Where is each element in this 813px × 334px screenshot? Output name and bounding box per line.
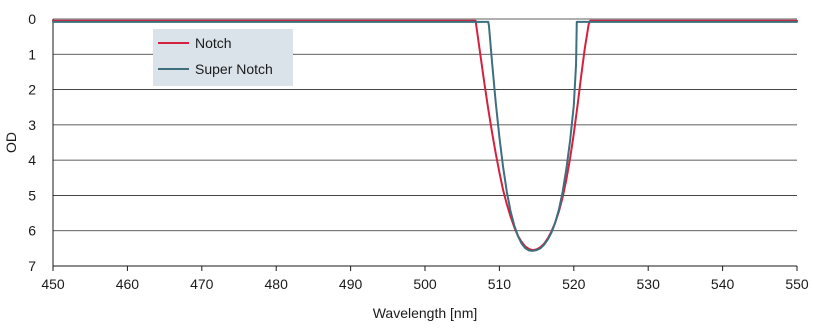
y-tick-label-6: 6 [28,223,36,239]
x-tick-labels: 450 460 470 480 490 500 510 520 530 540 550 [41,266,809,292]
y-tick-labels: 0 1 2 3 4 5 6 7 [28,11,36,274]
x-tick-label-480: 480 [265,276,289,292]
y-tick-label-2: 2 [28,82,36,98]
x-axis-label: Wavelength [nm] [373,305,478,321]
x-tick-label-550: 550 [785,276,809,292]
y-tick-label-0: 0 [28,11,36,27]
y-tick-label-1: 1 [28,46,36,62]
x-tick-label-540: 540 [711,276,735,292]
series-line-super-notch [52,20,798,252]
legend-background [153,29,293,86]
x-tick-label-470: 470 [190,276,214,292]
x-tick-label-520: 520 [562,276,586,292]
legend: Notch Super Notch [153,29,293,86]
legend-label-notch: Notch [195,35,232,51]
x-tick-label-530: 530 [637,276,661,292]
x-tick-label-450: 450 [41,276,65,292]
y-tick-label-7: 7 [28,258,36,274]
y-tick-label-4: 4 [28,152,36,168]
y-tick-label-5: 5 [28,187,36,203]
x-tick-label-490: 490 [339,276,363,292]
legend-label-super-notch: Super Notch [195,61,273,77]
series-lines [52,19,798,252]
x-tick-label-460: 460 [116,276,140,292]
y-tick-label-3: 3 [28,117,36,133]
x-tick-label-500: 500 [413,276,437,292]
x-tick-label-510: 510 [488,276,512,292]
y-axis-label: OD [3,132,19,153]
